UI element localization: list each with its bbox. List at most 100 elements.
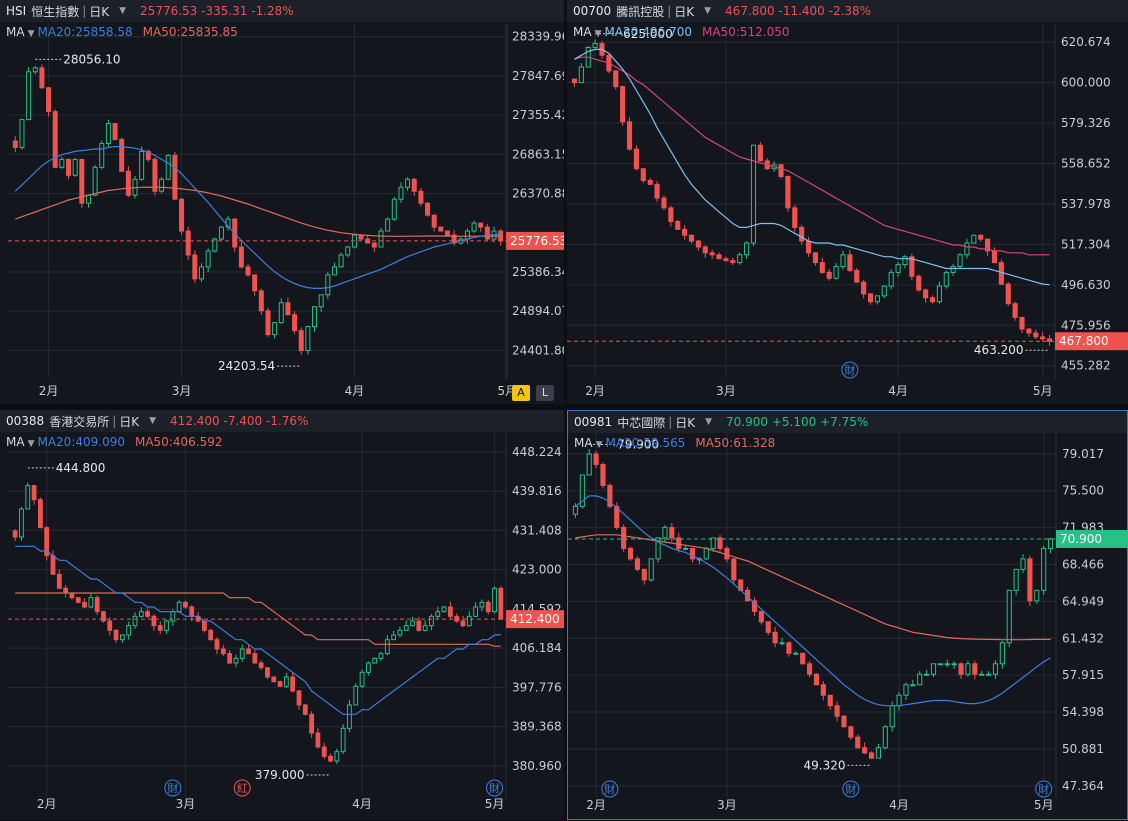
chart-panel-00388[interactable]: 448.224 439.816 431.408 423.000 414.592 406.1… <box>0 410 564 820</box>
candle <box>478 222 484 228</box>
panel-header: 00700 騰訊控股 | 日K ▼ 467.800 -11.400 -2.38% <box>567 0 1128 22</box>
candle <box>471 222 477 232</box>
chart-panel-00700[interactable]: 620.674 600.000 579.326 558.652 537.978 517.3… <box>567 0 1128 404</box>
candle <box>233 657 239 664</box>
candle <box>338 254 344 268</box>
candle <box>189 606 195 617</box>
chevron-down-icon[interactable]: ▼ <box>149 416 157 426</box>
last-price-tag <box>1055 332 1128 351</box>
candle <box>724 547 730 560</box>
triangle-down-icon[interactable]: ▼ <box>595 440 603 450</box>
ma-label[interactable]: MA <box>574 436 593 450</box>
chevron-down-icon[interactable]: ▼ <box>704 6 712 16</box>
candle <box>272 322 278 336</box>
candle <box>613 70 619 88</box>
candle <box>31 485 37 501</box>
log-scale-button[interactable]: L <box>536 385 554 401</box>
candle <box>378 230 384 248</box>
candle <box>265 667 270 678</box>
candle <box>1047 538 1054 549</box>
month-label: 2月 <box>37 797 57 811</box>
ma-label[interactable]: MA <box>573 25 592 39</box>
candle <box>112 123 118 140</box>
candle <box>778 164 784 178</box>
candle <box>958 663 964 675</box>
candle <box>731 558 737 581</box>
candle <box>765 621 771 633</box>
candle <box>227 653 233 664</box>
candle <box>662 526 668 539</box>
y-tick-label: 64.949 <box>1062 594 1104 608</box>
candle <box>827 694 833 707</box>
y-tick-label: 26863.15 <box>512 147 564 161</box>
candle <box>99 142 105 168</box>
candle <box>192 254 198 280</box>
chart-panel-00981[interactable]: 79.017 75.500 71.983 68.466 64.949 61.432 57.9… <box>567 410 1128 820</box>
candle <box>172 154 178 200</box>
last-price-label: 467.800 <box>1059 334 1109 348</box>
candle <box>403 625 409 631</box>
event-marker <box>601 780 619 798</box>
y-tick-label: 439.816 <box>512 484 562 498</box>
triangle-down-icon[interactable]: ▼ <box>27 29 35 39</box>
stock-name: 恒生指數 <box>31 4 80 19</box>
candle <box>889 705 895 728</box>
candle <box>1005 283 1011 305</box>
candle <box>179 198 185 232</box>
candle <box>805 240 812 254</box>
candle <box>391 634 397 641</box>
candle <box>239 648 245 659</box>
candle <box>26 71 32 121</box>
candle <box>640 168 646 181</box>
month-label: 3月 <box>716 384 736 398</box>
candle <box>875 747 881 759</box>
candle <box>422 625 428 631</box>
last-price-tag <box>1056 529 1128 548</box>
candle <box>936 285 942 303</box>
y-tick-label: 558.652 <box>1061 157 1111 171</box>
candle <box>868 752 875 759</box>
candle <box>63 587 69 594</box>
candle <box>723 258 729 262</box>
candle <box>709 252 715 256</box>
triangle-down-icon[interactable]: ▼ <box>594 29 602 39</box>
quote: 467.800 -11.400 -2.38% <box>725 4 872 18</box>
ma-legend: MA ▼ MA20:25858.58 MA50:25835.85 <box>6 25 238 39</box>
candle <box>833 266 839 279</box>
candle <box>371 242 377 248</box>
candle <box>198 266 204 280</box>
ma50-line <box>15 186 501 237</box>
candle <box>277 681 283 687</box>
candle <box>571 78 578 84</box>
candle <box>992 663 999 675</box>
candle <box>44 527 50 557</box>
candle <box>689 547 696 560</box>
candle <box>405 178 411 188</box>
chevron-down-icon[interactable]: ▼ <box>705 417 713 427</box>
ma20-line <box>14 146 501 289</box>
auto-scale-button[interactable]: A <box>512 385 530 401</box>
chart-panel-hsi[interactable]: 28339.96 27847.69 27355.42 26863.15 26370.88… <box>0 0 564 404</box>
y-tick-label: 406.184 <box>512 641 562 655</box>
candle <box>929 297 936 303</box>
candle <box>305 326 311 352</box>
triangle-down-icon[interactable]: ▼ <box>27 439 35 449</box>
ma-label[interactable]: MA <box>6 435 25 449</box>
event-label: 財 <box>1038 782 1049 796</box>
y-tick-label: 75.500 <box>1062 484 1104 498</box>
y-tick-label: 537.978 <box>1061 197 1111 211</box>
candle <box>806 663 813 675</box>
candle <box>290 676 296 692</box>
candle <box>896 694 902 707</box>
ma20-value: MA20:25858.58 <box>37 25 133 39</box>
candle <box>334 751 340 762</box>
timeframe: 日K <box>119 414 140 429</box>
candle <box>252 274 258 292</box>
candle <box>176 601 182 613</box>
chevron-down-icon[interactable]: ▼ <box>119 6 127 16</box>
candle <box>1040 336 1046 340</box>
candle <box>964 242 970 256</box>
ma-label[interactable]: MA <box>6 25 25 39</box>
event-label: 財 <box>604 782 615 796</box>
candle <box>411 178 417 192</box>
